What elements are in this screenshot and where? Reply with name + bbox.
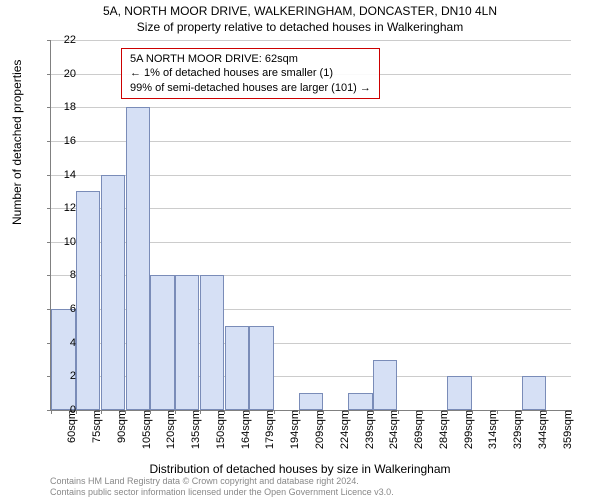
y-tick [47,40,51,41]
x-tick-label: 284sqm [438,410,450,460]
bar [348,393,372,410]
footer-attribution: Contains HM Land Registry data © Crown c… [50,476,394,498]
bar [150,275,174,410]
info-box: 5A NORTH MOOR DRIVE: 62sqm ← 1% of detac… [121,48,380,99]
bar [522,376,546,410]
x-tick-label: 329sqm [512,410,524,460]
info-line-3: 99% of semi-detached houses are larger (… [130,81,371,95]
bar [175,275,199,410]
x-tick-label: 239sqm [364,410,376,460]
x-tick-label: 194sqm [289,410,301,460]
bar [51,309,75,410]
info-line-1: 5A NORTH MOOR DRIVE: 62sqm [130,52,371,66]
bar [126,107,150,410]
y-tick [47,141,51,142]
x-tick-label: 75sqm [91,410,103,460]
info-line-2: ← 1% of detached houses are smaller (1) [130,66,371,80]
y-tick-label: 12 [56,202,76,214]
bar [101,175,125,410]
y-tick [47,208,51,209]
x-tick-label: 224sqm [339,410,351,460]
y-tick [47,107,51,108]
y-tick-label: 14 [56,169,76,181]
x-tick-label: 90sqm [116,410,128,460]
y-tick [47,275,51,276]
bar [447,376,471,410]
y-tick-label: 10 [56,236,76,248]
x-tick-label: 105sqm [141,410,153,460]
y-tick [47,74,51,75]
x-tick-label: 344sqm [537,410,549,460]
x-axis-label: Distribution of detached houses by size … [0,462,600,476]
x-tick-label: 209sqm [314,410,326,460]
bar [76,191,100,410]
x-tick-label: 179sqm [264,410,276,460]
y-tick [47,242,51,243]
grid-line [51,40,571,41]
x-tick-label: 135sqm [190,410,202,460]
x-tick-label: 359sqm [562,410,574,460]
footer-line-2: Contains public sector information licen… [50,487,394,498]
x-tick-label: 150sqm [215,410,227,460]
y-tick-label: 18 [56,101,76,113]
x-tick-label: 60sqm [66,410,78,460]
y-tick-label: 4 [56,337,76,349]
footer-line-1: Contains HM Land Registry data © Crown c… [50,476,394,487]
chart-plot-area: 5A NORTH MOOR DRIVE: 62sqm ← 1% of detac… [50,40,571,411]
y-axis-label: Number of detached properties [10,60,24,225]
y-tick-label: 8 [56,269,76,281]
x-tick-label: 120sqm [165,410,177,460]
x-tick-label: 254sqm [388,410,400,460]
bar [225,326,249,410]
bar [200,275,224,410]
y-tick-label: 6 [56,303,76,315]
x-tick-label: 314sqm [487,410,499,460]
chart-title-sub: Size of property relative to detached ho… [0,20,600,34]
y-tick-label: 22 [56,34,76,46]
y-tick-label: 2 [56,370,76,382]
bar [299,393,323,410]
y-tick [47,175,51,176]
bar [373,360,397,410]
x-tick-label: 299sqm [463,410,475,460]
x-tick-label: 269sqm [413,410,425,460]
x-tick-label: 164sqm [240,410,252,460]
chart-title-main: 5A, NORTH MOOR DRIVE, WALKERINGHAM, DONC… [0,4,600,18]
y-tick-label: 16 [56,135,76,147]
bar [249,326,273,410]
x-tick [51,410,52,414]
y-tick-label: 20 [56,68,76,80]
